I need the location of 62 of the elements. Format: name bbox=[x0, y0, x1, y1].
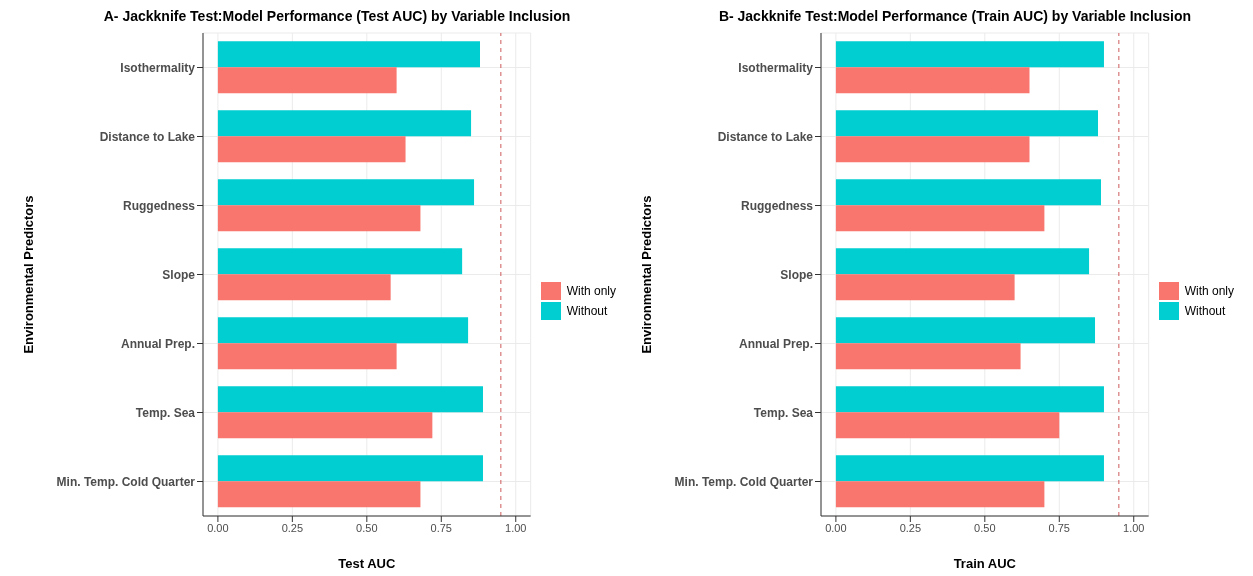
bar bbox=[835, 343, 1021, 370]
chart-title: B- Jackknife Test:Model Performance (Train AUC) by Variable Inclusion bbox=[717, 8, 1193, 26]
x-tick-label: 0.25 bbox=[899, 521, 922, 534]
bar bbox=[217, 41, 481, 68]
bar bbox=[835, 110, 1099, 137]
x-tick-label: 0.00 bbox=[207, 521, 229, 534]
bar bbox=[835, 274, 1015, 301]
bar bbox=[217, 455, 483, 482]
y-tick-label: Annual Prep. bbox=[120, 336, 195, 351]
bar bbox=[217, 343, 397, 370]
legend-label: With only bbox=[1184, 284, 1234, 298]
bar bbox=[217, 67, 397, 94]
y-tick-label: Slope bbox=[780, 267, 814, 282]
bar bbox=[217, 110, 472, 137]
bar bbox=[835, 136, 1030, 163]
y-axis-title: Environmental Predictors bbox=[20, 195, 36, 354]
x-tick-label: 0.75 bbox=[430, 521, 452, 534]
y-axis-title: Environmental Predictors bbox=[638, 195, 654, 354]
bar bbox=[835, 205, 1045, 232]
bar bbox=[835, 67, 1030, 94]
x-tick-label: 0.50 bbox=[974, 521, 996, 534]
y-tick-label: Isothermality bbox=[120, 60, 196, 75]
bar bbox=[835, 412, 1060, 439]
x-tick-label: 0.75 bbox=[1048, 521, 1070, 534]
x-axis-title: Test AUC bbox=[338, 556, 396, 571]
chart-title: A- Jackknife Test:Model Performance (Test AUC) by Variable Inclusion bbox=[102, 8, 572, 26]
bar bbox=[835, 317, 1096, 344]
bar bbox=[217, 317, 469, 344]
legend-label: With only bbox=[566, 284, 616, 298]
bar bbox=[835, 481, 1045, 508]
bar bbox=[217, 248, 463, 275]
bar bbox=[835, 41, 1104, 68]
bar bbox=[835, 386, 1104, 413]
y-tick-label: Min. Temp. Cold Quarter bbox=[674, 474, 814, 489]
y-tick-label: Slope bbox=[162, 267, 196, 282]
y-tick-label: Temp. Sea bbox=[135, 405, 196, 420]
x-axis-title: Train AUC bbox=[953, 556, 1017, 571]
y-tick-label: Ruggedness bbox=[740, 198, 814, 213]
bar bbox=[835, 248, 1090, 275]
x-tick-label: 0.50 bbox=[356, 521, 378, 534]
bar bbox=[835, 179, 1101, 206]
y-tick-label: Distance to Lake bbox=[99, 129, 196, 144]
x-tick-label: 1.00 bbox=[1123, 521, 1145, 534]
bar bbox=[217, 179, 475, 206]
y-tick-label: Min. Temp. Cold Quarter bbox=[56, 474, 196, 489]
y-tick-label: Annual Prep. bbox=[738, 336, 813, 351]
legend-label: Without bbox=[1184, 304, 1226, 318]
x-tick-label: 0.00 bbox=[825, 521, 847, 534]
bar bbox=[217, 136, 406, 163]
x-tick-label: 0.25 bbox=[281, 521, 304, 534]
bar bbox=[217, 386, 483, 413]
bar bbox=[217, 481, 421, 508]
y-tick-label: Isothermality bbox=[738, 60, 814, 75]
y-tick-label: Distance to Lake bbox=[717, 129, 814, 144]
bar bbox=[835, 455, 1104, 482]
y-tick-label: Ruggedness bbox=[122, 198, 196, 213]
bar bbox=[217, 274, 391, 301]
bar bbox=[217, 412, 433, 439]
bar bbox=[217, 205, 421, 232]
x-tick-label: 1.00 bbox=[505, 521, 527, 534]
legend-label: Without bbox=[566, 304, 608, 318]
y-tick-label: Temp. Sea bbox=[753, 405, 814, 420]
